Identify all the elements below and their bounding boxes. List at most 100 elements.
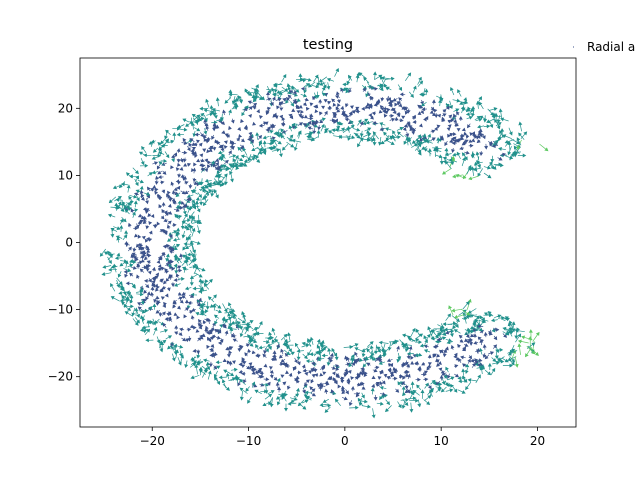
quiver-arrow [288, 372, 293, 377]
quiver-arrow [230, 140, 235, 146]
quiver-arrow [462, 140, 467, 144]
quiver-arrow [184, 180, 189, 185]
quiver-arrow [410, 360, 415, 365]
quiver-arrow [297, 399, 305, 407]
quiver-arrow [165, 129, 171, 136]
quiver-arrow [186, 303, 191, 310]
quiver-arrow [418, 123, 423, 128]
quiver-arrow [429, 110, 434, 114]
quiver-arrow [115, 197, 123, 202]
quiver-arrow [253, 84, 259, 93]
quiver-arrow [227, 346, 232, 350]
quiver-arrow [298, 78, 307, 83]
quiver-arrow [420, 389, 425, 399]
quiver-arrow [366, 129, 371, 140]
quiver-arrow [411, 138, 419, 144]
quiver-arrow [473, 333, 477, 338]
quiver-arrow [147, 213, 152, 218]
quiver-arrow [207, 370, 212, 380]
quiver-arrow [276, 128, 281, 136]
quiver-arrow [329, 352, 334, 359]
quiver-arrow [319, 117, 326, 122]
quiver-arrow [249, 365, 255, 370]
quiver-arrow [324, 388, 329, 395]
quiver-arrow [173, 230, 181, 235]
quiver-arrow [160, 158, 168, 163]
quiver-arrow [466, 115, 473, 120]
quiver-arrow [114, 202, 119, 211]
quiver-arrow [331, 366, 337, 370]
quiver-arrow [450, 156, 455, 166]
quiver-arrow [447, 119, 452, 124]
quiver-arrow [172, 304, 177, 309]
quiver-arrow [167, 194, 172, 199]
quiver-arrow [134, 256, 139, 262]
quiver-arrow [316, 338, 321, 347]
quiver-arrow [218, 375, 227, 380]
quiver-arrow [137, 213, 142, 218]
quiver-arrow [443, 327, 453, 332]
quiver-arrow [422, 370, 428, 375]
quiver-arrow [305, 379, 310, 384]
quiver-arrow [136, 310, 141, 318]
quiver-arrow [222, 358, 227, 363]
quiver-arrow [477, 124, 485, 129]
quiver-arrow [141, 235, 146, 240]
quiver-arrow [337, 384, 342, 389]
quiver-arrow [355, 106, 360, 111]
quiver-arrow [421, 101, 427, 107]
quiver-arrow [216, 118, 224, 123]
quiver-arrow [479, 339, 484, 346]
quiver-arrow [278, 148, 283, 158]
quiver-arrow [452, 174, 464, 179]
quiver-arrow [173, 312, 178, 316]
quiver-arrow [448, 114, 453, 119]
quiver-arrow [268, 331, 273, 339]
quiver-arrow [379, 105, 384, 109]
quiver-arrow [203, 137, 208, 142]
quiver-arrow [129, 272, 134, 277]
quiver-arrow [321, 353, 328, 358]
quiver-arrow [191, 227, 196, 237]
quiver-arrow [191, 240, 201, 245]
quiver-arrow [414, 353, 422, 358]
quiver-arrow [195, 200, 200, 209]
quiver-arrow [301, 364, 306, 369]
quiver-arrow [177, 357, 182, 366]
quiver-arrow [285, 370, 290, 374]
quiver-arrow [188, 294, 195, 298]
quiver-arrow [483, 172, 492, 179]
quiver-arrow [388, 339, 399, 344]
quiver-arrow [193, 265, 199, 275]
quiver-arrow [168, 274, 173, 280]
quiver-arrow [175, 167, 180, 172]
quiver-arrow [222, 109, 227, 115]
quiver-arrow [320, 346, 327, 354]
quiver-arrow [172, 200, 177, 205]
quiver-arrow [494, 351, 499, 360]
quiver-arrow [156, 285, 160, 290]
quiver-arrow [388, 113, 395, 118]
quiver-arrow [303, 77, 312, 82]
quiver-arrow [438, 367, 443, 372]
quiver-arrow [344, 102, 349, 108]
quiver-arrow [173, 237, 181, 242]
quiver-arrow [370, 96, 374, 101]
quiver-arrow [200, 158, 205, 163]
quiver-arrow [298, 114, 303, 118]
quiver-arrow [517, 339, 529, 344]
quiver-arrow [155, 175, 159, 180]
quiver-arrow [213, 376, 221, 385]
quiver-arrow [166, 287, 171, 292]
quiver-arrow [151, 282, 156, 287]
quiver-arrow [475, 100, 480, 109]
quiver-arrow [334, 352, 339, 361]
quiver-arrow [311, 121, 316, 128]
quiver-arrow [161, 209, 166, 214]
quiver-arrow [318, 385, 323, 391]
quiver-arrow [160, 180, 165, 185]
quiver-arrow [204, 317, 210, 322]
quiver-arrow [232, 338, 238, 343]
quiver-arrow [190, 374, 200, 380]
quiver-arrow [262, 353, 267, 358]
